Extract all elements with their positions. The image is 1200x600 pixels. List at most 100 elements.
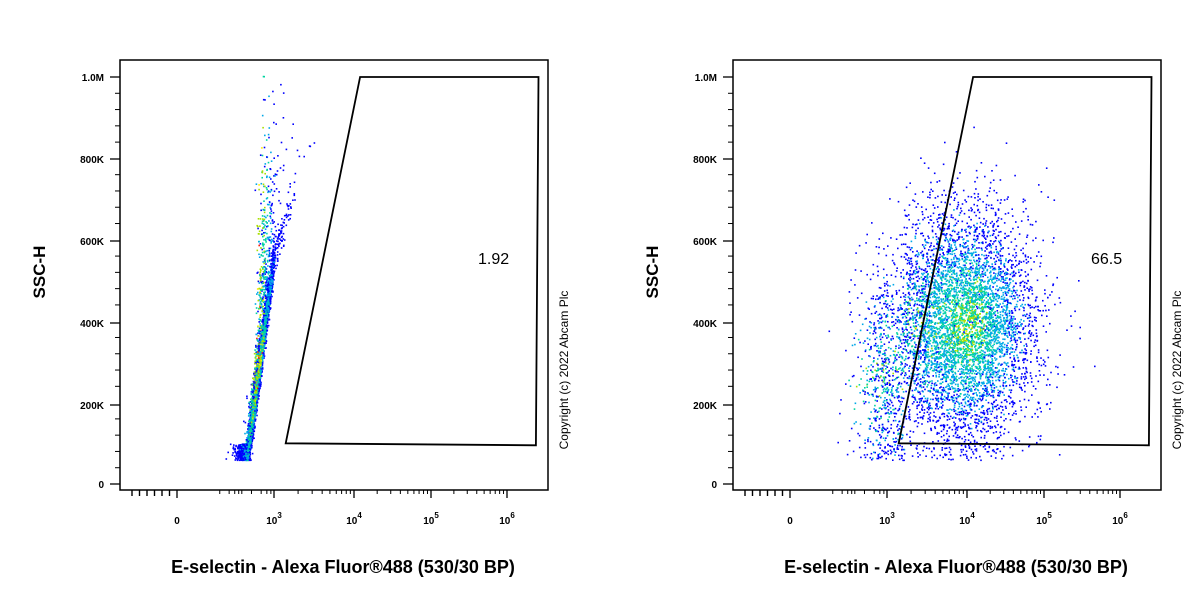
scatter-point <box>264 314 266 316</box>
scatter-point <box>275 243 277 245</box>
scatter-point <box>272 257 275 260</box>
scatter-point <box>261 170 264 172</box>
scatter-point <box>239 458 242 461</box>
scatter-point <box>272 258 275 261</box>
scatter-point <box>271 279 273 281</box>
scatter-point <box>260 314 262 316</box>
scatter-point <box>268 277 271 279</box>
scatter-point <box>232 446 235 448</box>
scatter-point <box>261 229 263 232</box>
scatter-point <box>261 243 264 246</box>
scatter-point <box>260 349 262 351</box>
scatter-point <box>265 250 267 253</box>
scatter-point <box>275 235 277 238</box>
scatter-point <box>280 247 283 249</box>
scatter-point <box>267 280 269 282</box>
scatter-point <box>266 176 268 179</box>
scatter-point <box>270 242 272 244</box>
scatter-point <box>237 454 240 456</box>
scatter-point <box>261 215 264 217</box>
scatter-point <box>273 157 275 159</box>
scatter-point <box>271 280 274 282</box>
scatter-point <box>273 266 275 268</box>
scatter-point <box>254 360 256 363</box>
scatter-point <box>255 395 258 397</box>
scatter-point <box>259 326 261 328</box>
scatter-point <box>240 456 242 458</box>
scatter-point <box>245 439 248 441</box>
scatter-point <box>252 417 255 419</box>
scatter-point <box>269 282 271 284</box>
scatter-point <box>262 275 264 277</box>
scatter-point <box>257 310 259 313</box>
scatter-point <box>277 155 279 157</box>
scatter-point <box>265 319 268 322</box>
scatter-point <box>251 383 254 385</box>
scatter-point <box>240 453 242 455</box>
scatter-point <box>278 234 281 237</box>
scatter-point <box>267 315 270 318</box>
scatter-point <box>261 350 264 353</box>
scatter-point <box>257 382 259 384</box>
scatter-point <box>248 405 250 408</box>
scatter-point <box>236 452 239 454</box>
scatter-point <box>256 390 259 393</box>
scatter-point <box>266 279 268 281</box>
scatter-point <box>255 359 258 362</box>
scatter-point <box>268 95 270 98</box>
scatter-point <box>270 208 272 210</box>
scatter-point <box>264 267 267 269</box>
scatter-point <box>259 268 262 270</box>
scatter-point <box>263 281 265 284</box>
scatter-point <box>265 288 268 291</box>
scatter-point <box>265 316 268 318</box>
scatter-point <box>264 172 266 175</box>
scatter-point <box>259 344 262 347</box>
scatter-point <box>263 211 266 214</box>
scatter-point <box>264 291 266 293</box>
scatter-point <box>270 283 272 285</box>
scatter-point <box>269 206 272 209</box>
scatter-point <box>269 298 271 300</box>
scatter-point <box>272 273 275 275</box>
scatter-point <box>251 435 254 437</box>
scatter-point <box>283 214 286 217</box>
scatter-point <box>264 337 267 339</box>
scatter-point <box>255 386 257 388</box>
scatter-point <box>269 168 272 171</box>
scatter-point <box>268 251 271 254</box>
scatter-point <box>267 271 269 274</box>
scatter-point <box>278 245 280 247</box>
scatter-point <box>264 309 267 312</box>
scatter-point <box>271 219 274 221</box>
scatter-point <box>268 247 271 250</box>
scatter-point <box>262 183 265 186</box>
scatter-point <box>249 438 252 440</box>
scatter-point <box>256 365 258 368</box>
scatter-point <box>266 236 269 239</box>
scatter-point <box>278 199 280 202</box>
scatter-point <box>303 155 305 158</box>
scatter-point <box>252 433 254 436</box>
scatter-point <box>259 271 262 274</box>
scatter-point <box>288 214 290 216</box>
scatter-point <box>246 451 249 454</box>
scatter-point <box>263 269 266 272</box>
scatter-point <box>248 429 250 431</box>
scatter-point <box>241 452 244 454</box>
scatter-point <box>246 432 248 434</box>
scatter-point <box>252 404 254 407</box>
scatter-point <box>266 214 269 217</box>
scatter-point <box>263 271 266 274</box>
scatter-point <box>258 384 260 386</box>
scatter-point <box>257 381 260 383</box>
scatter-point <box>272 248 275 251</box>
scatter-point <box>270 259 273 261</box>
scatter-point <box>257 353 259 355</box>
scatter-point <box>261 359 264 362</box>
scatter-point <box>259 323 261 325</box>
scatter-point <box>261 280 264 283</box>
scatter-point <box>266 311 269 314</box>
scatter-point <box>267 161 270 164</box>
